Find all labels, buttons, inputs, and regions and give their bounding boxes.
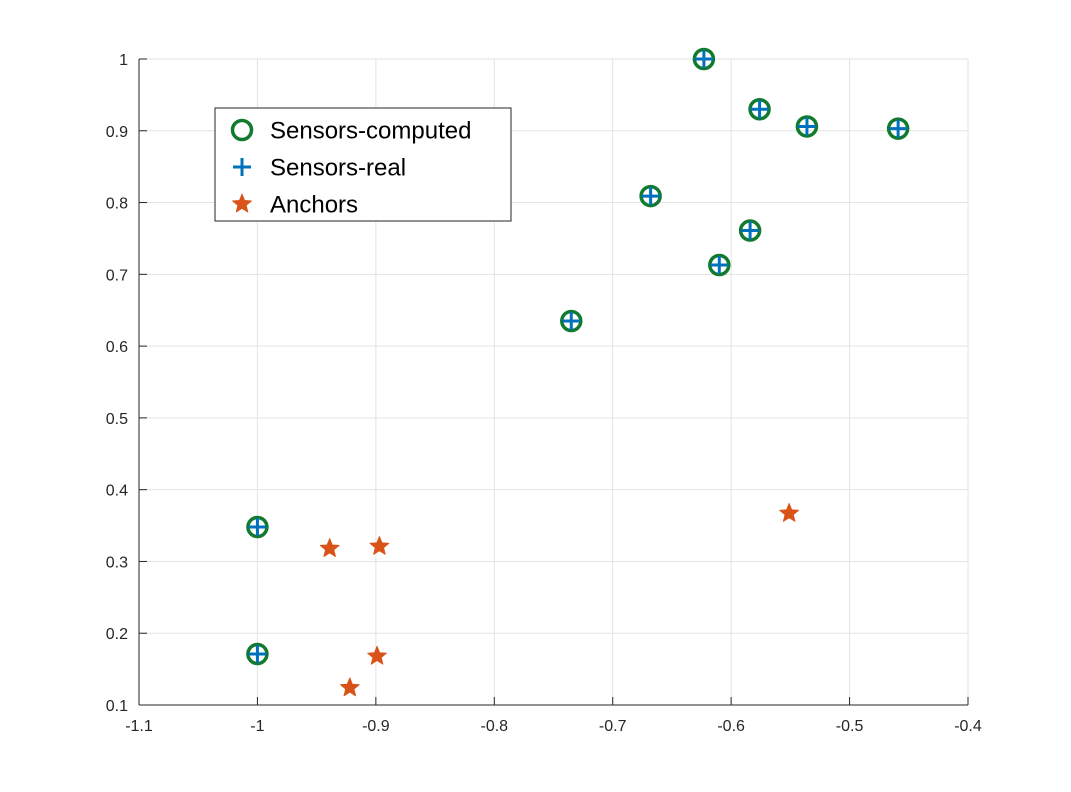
axes	[138, 58, 969, 706]
series-sensors-real	[248, 50, 908, 664]
y-tick-label: 0.1	[106, 698, 128, 715]
y-tick-labels: 0.1 0.2 0.3 0.4 0.5 0.6 0.7 0.8 0.9 1	[106, 52, 128, 715]
series-anchors	[319, 502, 800, 697]
sensors-real-point	[750, 100, 769, 119]
legend-label-sensors-real: Sensors-real	[270, 155, 406, 182]
x-tick-label: -0.5	[836, 718, 864, 735]
y-tick-label: 0.2	[106, 626, 128, 643]
sensors-real-point	[710, 256, 729, 275]
sensors-computed-point	[246, 515, 269, 539]
legend-label-anchors: Anchors	[270, 192, 358, 219]
x-tick-label: -1	[250, 718, 264, 735]
legend-marker-sensors-real	[233, 158, 251, 176]
series-sensors-computed	[246, 47, 910, 666]
sensors-computed-point	[692, 47, 716, 71]
x-tick-label: -0.9	[362, 718, 390, 735]
anchors-point	[339, 677, 360, 697]
sensors-computed-point	[738, 219, 762, 242]
sensors-real-point	[741, 221, 760, 240]
sensors-real-point	[797, 117, 816, 136]
sensors-computed-point	[748, 97, 771, 121]
anchors-point	[367, 645, 387, 665]
sensors-computed-point	[886, 117, 910, 140]
x-tick-label: -1.1	[125, 718, 153, 735]
data-markers	[246, 47, 910, 697]
anchors-point	[369, 535, 390, 555]
y-tick-label: 0.9	[106, 124, 128, 141]
sensors-computed-point	[246, 642, 269, 666]
legend-box	[214, 107, 512, 222]
x-tick-label: -0.7	[599, 718, 627, 735]
x-tick-label: -0.4	[954, 718, 982, 735]
sensors-computed-point	[639, 184, 662, 208]
grid-lines	[139, 58, 969, 705]
y-tick-label: 0.7	[106, 267, 128, 284]
sensors-real-point	[248, 517, 267, 536]
sensors-computed-point	[795, 115, 819, 138]
sensors-real-point	[889, 119, 908, 138]
y-tick-label: 0.6	[106, 339, 128, 356]
legend-items: Sensors-computed Sensors-real Anchors	[230, 118, 471, 219]
y-tick-label: 0.8	[106, 196, 128, 213]
legend-marker-anchors	[232, 193, 252, 213]
y-tick-label: 1	[119, 52, 128, 69]
x-tick-label: -0.6	[717, 718, 745, 735]
y-tick-label: 0.3	[106, 554, 128, 571]
legend: Sensors-computed Sensors-real Anchors	[214, 107, 512, 222]
sensors-computed-point	[708, 253, 731, 277]
y-tick-label: 0.4	[106, 483, 128, 500]
sensors-real-point	[562, 311, 581, 330]
sensors-real-point	[641, 187, 660, 206]
y-tick-label: 0.5	[106, 411, 128, 428]
anchors-point	[319, 538, 340, 558]
x-tick-labels: -1.1 -1 -0.9 -0.8 -0.7 -0.6 -0.5 -0.4	[125, 718, 982, 735]
anchors-point	[779, 502, 800, 522]
legend-marker-sensors-computed	[230, 118, 254, 142]
legend-label-sensors-computed: Sensors-computed	[270, 118, 471, 145]
x-tick-label: -0.8	[480, 718, 508, 735]
sensors-computed-point	[560, 309, 583, 333]
sensors-real-point	[248, 645, 267, 664]
sensors-real-point	[694, 50, 713, 68]
